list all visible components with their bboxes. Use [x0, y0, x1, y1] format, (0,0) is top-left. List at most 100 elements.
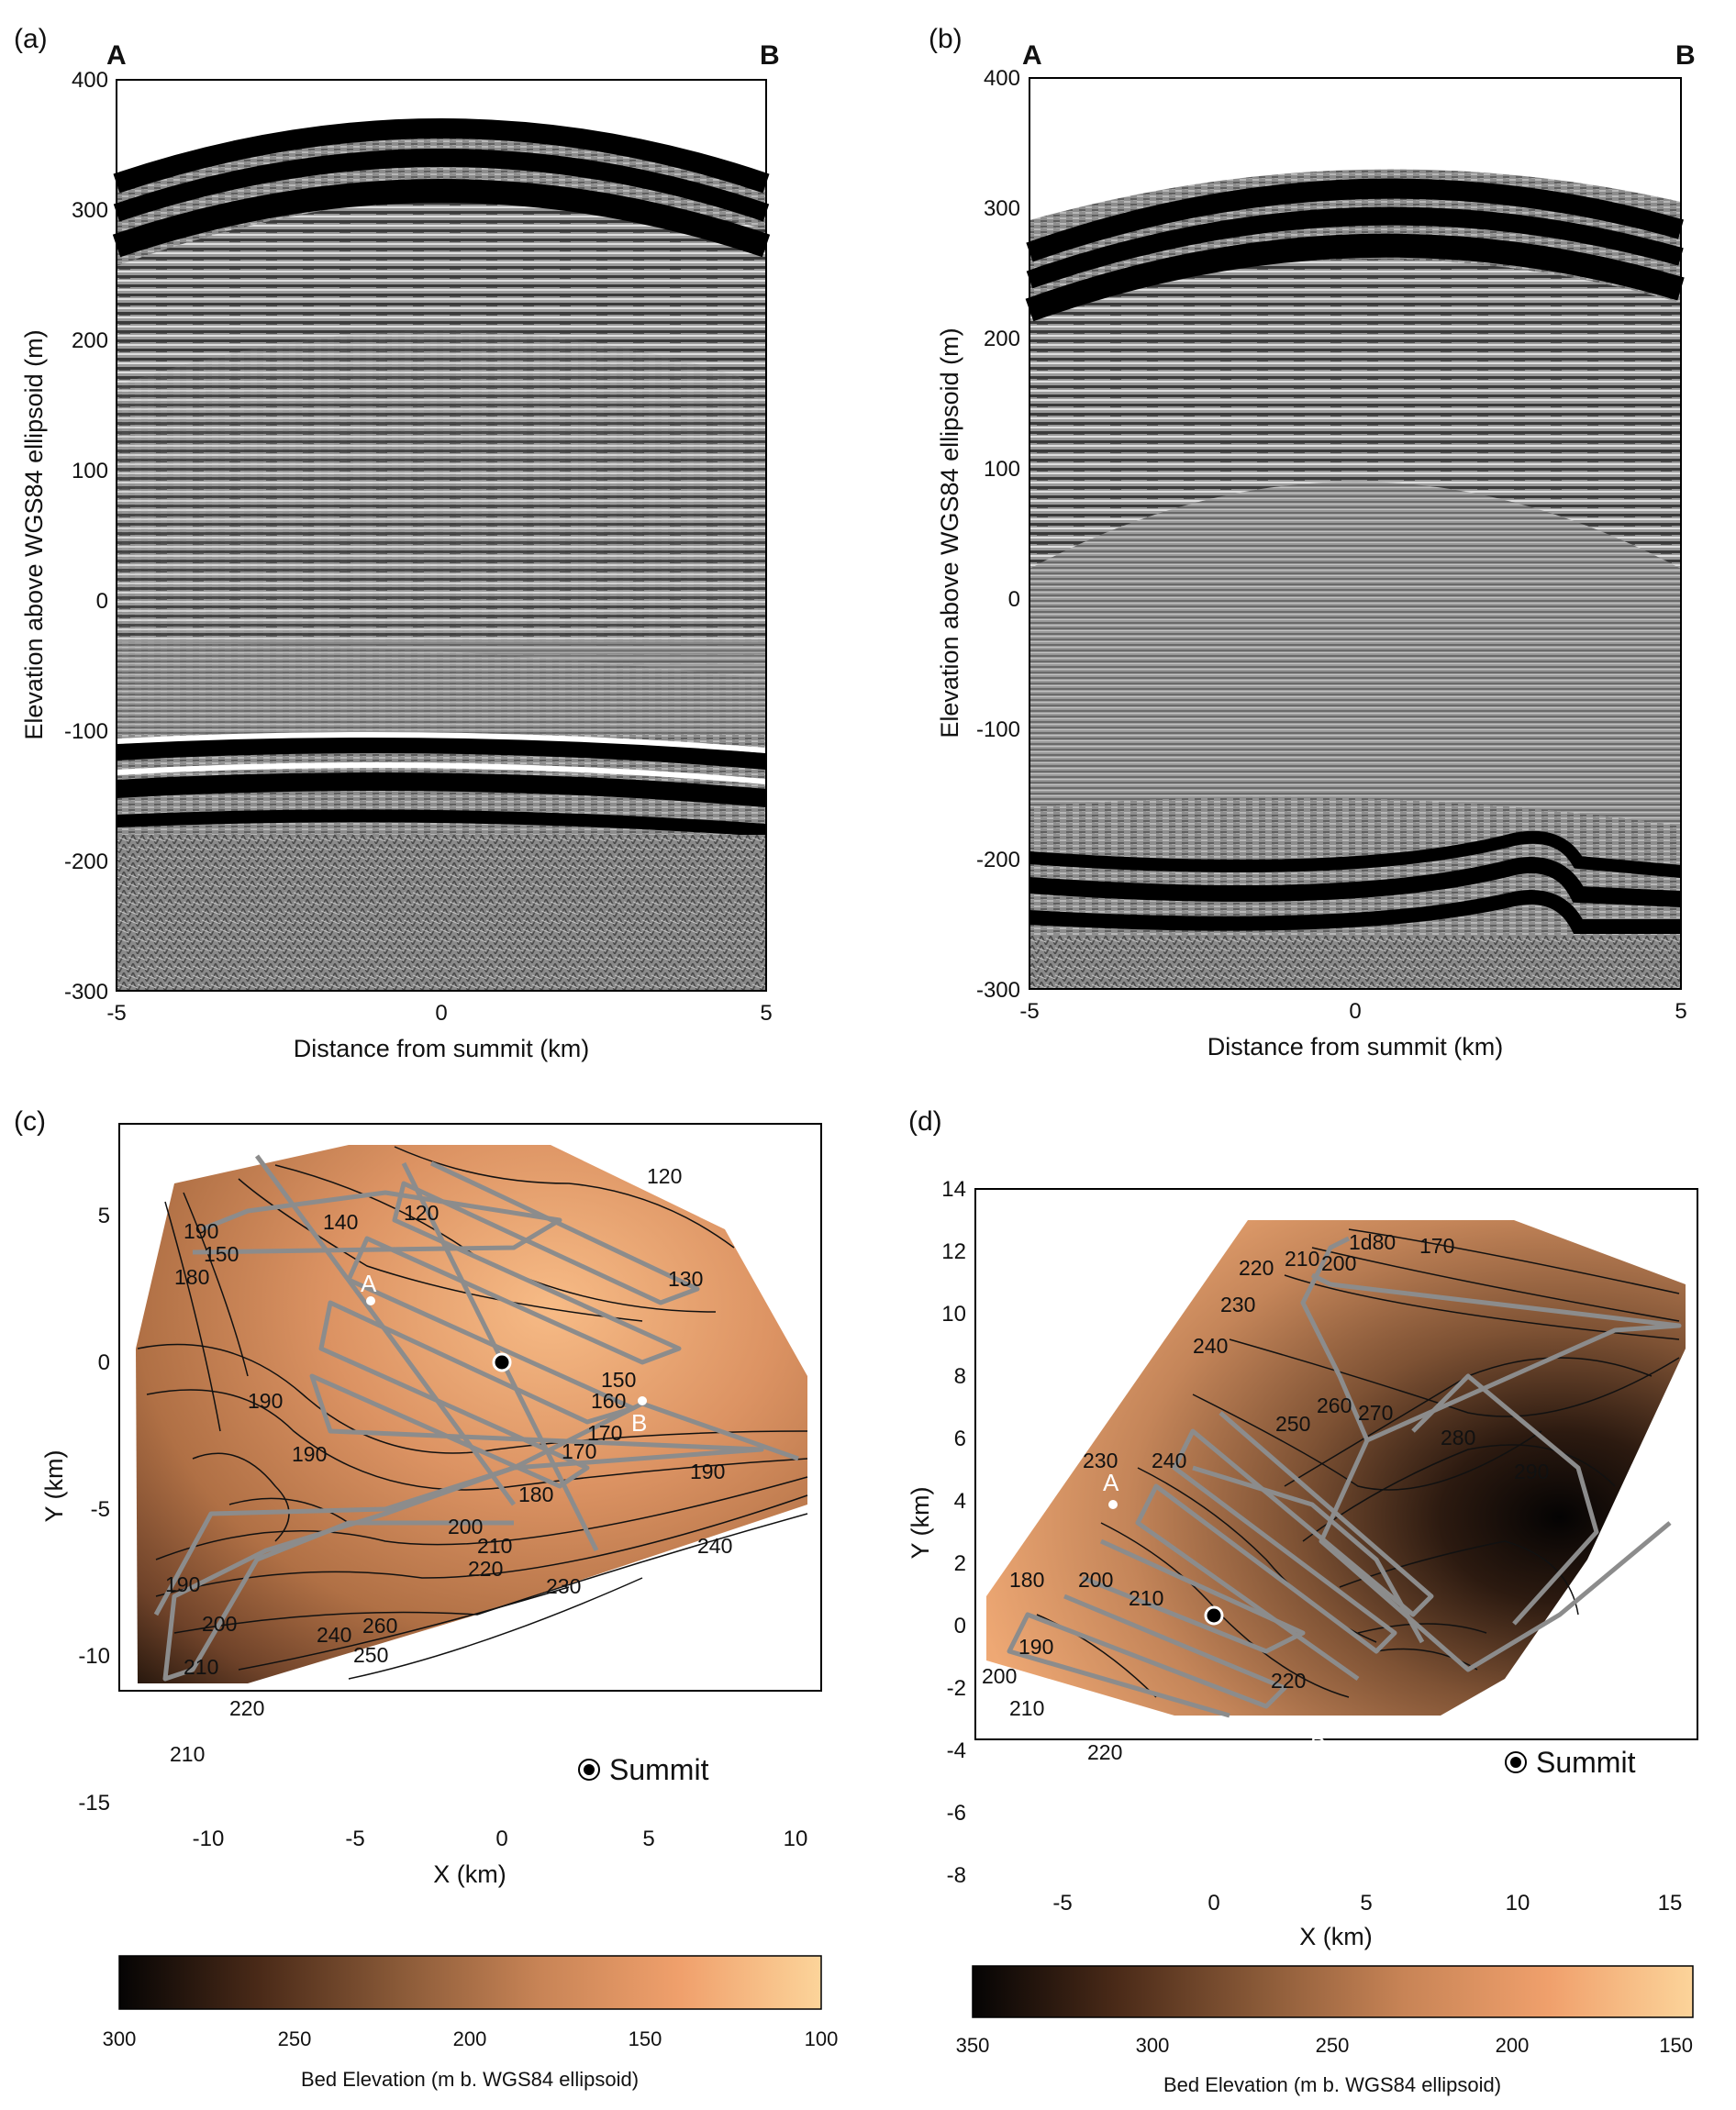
x-tick: 5 — [760, 1001, 772, 1026]
colorbar-tick: 350 — [956, 2034, 990, 2057]
y-tick: 6 — [954, 1427, 966, 1451]
x-tick: -5 — [106, 1001, 126, 1026]
contour-label: 270 — [1358, 1401, 1393, 1425]
contour-label: 210 — [1285, 1247, 1319, 1271]
contour-label: 220 — [1239, 1256, 1274, 1280]
x-tick: 10 — [784, 1827, 808, 1851]
y-tick: 0 — [96, 589, 108, 614]
panel-b-point-b: B — [1675, 40, 1696, 71]
panel-b-y-ticks: 400 300 200 100 0 -100 -200 -300 — [976, 66, 1020, 1003]
panel-d-colorbar — [972, 1965, 1694, 2018]
panel-c-bed-map: A B 120 120 130 140 150 170 190 180 190 … — [136, 1145, 808, 1766]
y-tick: -200 — [976, 848, 1020, 872]
panel-d-legend-text: Summit — [1536, 1746, 1636, 1779]
y-tick: 0 — [954, 1614, 966, 1638]
x-tick: -5 — [1052, 1891, 1072, 1916]
y-tick: 300 — [72, 198, 108, 223]
y-tick: 14 — [941, 1177, 966, 1202]
y-tick: 0 — [1008, 587, 1020, 612]
panel-c-legend: Summit — [578, 1753, 709, 1786]
colorbar-tick: 100 — [805, 2027, 839, 2050]
summit-marker — [492, 1352, 512, 1372]
x-tick: 0 — [1349, 999, 1361, 1024]
y-tick: -8 — [947, 1863, 966, 1888]
panel-c-label: (c) — [14, 1106, 46, 1137]
colorbar-tick: 300 — [103, 2027, 137, 2050]
contour-label: 240 — [317, 1623, 351, 1647]
panel-c-y-ticks: 5 0 -5 -10 -15 — [78, 1204, 110, 1816]
y-tick: -4 — [947, 1738, 966, 1763]
contour-label: 260 — [362, 1614, 397, 1638]
panel-d-label: (d) — [908, 1106, 942, 1137]
y-tick: 5 — [98, 1204, 110, 1228]
y-tick: -2 — [947, 1676, 966, 1701]
y-tick: 10 — [941, 1302, 966, 1327]
panel-d-colorbar-label: Bed Elevation (m b. WGS84 ellipsoid) — [1163, 2073, 1501, 2096]
summit-marker — [1204, 1605, 1224, 1626]
point-a-marker — [366, 1296, 375, 1305]
panel-b-point-a: A — [1022, 40, 1042, 71]
contour-label: 250 — [353, 1643, 388, 1667]
contour-label: 240 — [1193, 1334, 1228, 1358]
point-a-marker — [1108, 1500, 1118, 1509]
panel-d-bed-map: A B 1d80 170 200 210 220 230 240 250 260… — [982, 1220, 1686, 1764]
y-tick: -10 — [78, 1644, 110, 1669]
y-tick: 400 — [984, 66, 1020, 91]
panel-c-colorbar-label: Bed Elevation (m b. WGS84 ellipsoid) — [301, 2068, 639, 2091]
contour-label: 220 — [1271, 1669, 1306, 1693]
panel-a-point-a: A — [106, 40, 127, 71]
y-tick: 2 — [954, 1551, 966, 1576]
contour-label: 230 — [1220, 1293, 1255, 1316]
contour-label: 200 — [982, 1664, 1017, 1688]
panel-a-point-b: B — [760, 40, 780, 71]
x-tick: -5 — [1019, 999, 1039, 1024]
y-tick: 400 — [72, 68, 108, 93]
panel-c-contour-labels: 120 120 130 140 150 170 190 180 190 150 … — [165, 1164, 732, 1766]
y-tick: -6 — [947, 1801, 966, 1826]
y-tick: 8 — [954, 1364, 966, 1389]
colorbar-tick: 250 — [1316, 2034, 1350, 2057]
contour-label: 150 — [601, 1368, 636, 1392]
panel-c: (c) — [14, 1106, 838, 2091]
panel-d-xlabel: X (km) — [1299, 1923, 1372, 1950]
contour-label: 190 — [184, 1219, 218, 1243]
panel-b-label: (b) — [929, 24, 963, 54]
x-tick: 0 — [435, 1001, 447, 1026]
y-tick: 0 — [98, 1350, 110, 1375]
contour-label: 190 — [292, 1442, 327, 1466]
x-tick: 5 — [1675, 999, 1686, 1024]
colorbar-tick: 150 — [629, 2027, 662, 2050]
contour-label: 210 — [170, 1742, 205, 1766]
contour-label: 180 — [518, 1483, 553, 1506]
contour-label: 200 — [202, 1612, 237, 1636]
contour-label: 140 — [323, 1210, 358, 1234]
panel-b-radargram — [1025, 77, 1685, 990]
contour-label: 240 — [1152, 1449, 1186, 1472]
x-tick: 5 — [642, 1827, 654, 1851]
panel-d-point-a: A — [1103, 1469, 1119, 1496]
y-tick: -300 — [64, 980, 108, 1005]
panel-d: (d) — [907, 1106, 1698, 2096]
panel-d-flight-lines — [1007, 1236, 1682, 1718]
contour-label: 190 — [690, 1460, 725, 1483]
panel-d-colorbar-ticks: 350 300 250 200 150 — [956, 2034, 1693, 2057]
x-tick: 0 — [1207, 1891, 1219, 1916]
panel-b-ylabel: Elevation above WGS84 ellipsoid (m) — [936, 328, 963, 738]
x-tick: 10 — [1506, 1891, 1530, 1916]
contour-label: 230 — [1083, 1449, 1118, 1472]
panel-a-x-ticks: -5 0 5 — [106, 1001, 772, 1026]
y-tick: -200 — [64, 850, 108, 874]
panel-d-point-b: B — [1310, 1732, 1326, 1760]
contour-label: 220 — [468, 1557, 503, 1581]
colorbar-tick: 250 — [278, 2027, 312, 2050]
contour-label: 210 — [477, 1534, 512, 1558]
panel-a-radargram — [112, 79, 771, 992]
y-tick: -300 — [976, 978, 1020, 1003]
y-tick: 300 — [984, 196, 1020, 221]
colorbar-tick: 200 — [1496, 2034, 1530, 2057]
contour-label: 150 — [204, 1242, 239, 1266]
y-tick: 12 — [941, 1239, 966, 1264]
contour-label: 280 — [1441, 1426, 1475, 1449]
contour-label: 120 — [404, 1201, 439, 1225]
x-tick: -5 — [345, 1827, 364, 1851]
